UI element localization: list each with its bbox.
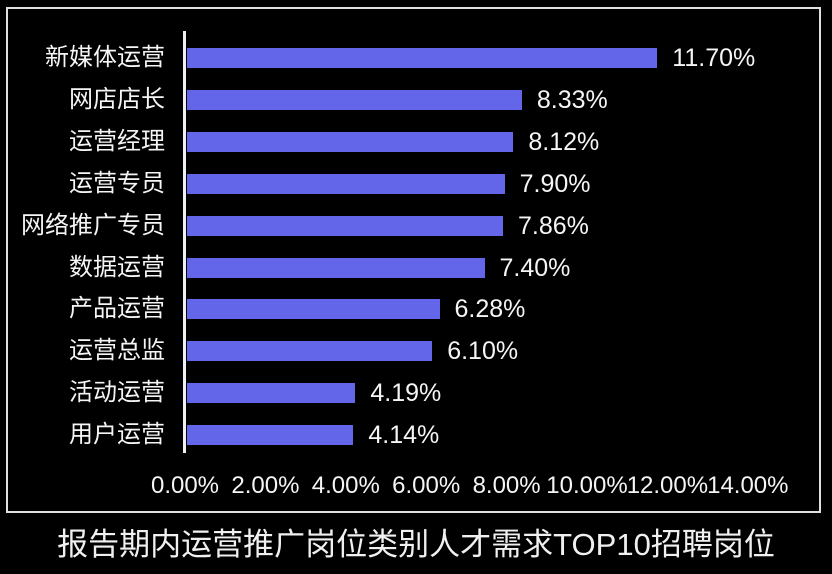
bar [187,299,440,320]
category-label: 运营总监 [69,337,165,365]
bar [187,215,503,236]
category-label: 活动运营 [69,379,165,407]
x-axis-tick-label: 2.00% [231,472,300,499]
bar [187,89,522,110]
value-label: 7.90% [519,169,591,198]
category-label: 产品运营 [69,295,165,323]
x-axis-tick-label: 6.00% [392,472,461,499]
bar [187,257,485,278]
bar [187,341,433,362]
x-axis-tick-label: 14.00% [707,472,789,499]
category-label: 新媒体运营 [45,44,165,71]
category-label: 网络推广专员 [21,211,165,239]
category-label: 运营经理 [69,127,165,155]
x-axis-tick-label: 10.00% [546,472,628,499]
value-label: 6.28% [454,295,526,324]
x-axis-tick-label: 0.00% [150,472,220,499]
chart-title: 报告期内运营推广岗位类别人才需求TOP10招聘岗位 [57,527,775,562]
x-axis-tick-label: 4.00% [311,472,380,499]
value-label: 4.19% [370,379,442,408]
x-axis-tick-label: 8.00% [472,472,541,499]
chart-frame [6,7,821,513]
bar [187,383,356,404]
value-label: 7.86% [518,211,589,240]
x-axis-tick-label: 12.00% [626,472,709,499]
category-label: 网店店长 [69,85,165,113]
bar [187,425,354,446]
bar [187,173,505,194]
category-label: 运营专员 [69,169,165,197]
value-label: 4.14% [368,421,440,450]
value-label: 6.10% [447,337,519,366]
value-label: 8.12% [528,127,600,156]
category-label: 用户运营 [69,421,165,449]
value-label: 8.33% [536,85,608,114]
value-label: 7.40% [499,253,571,282]
y-axis-line [183,31,186,453]
bar [187,48,658,68]
value-label: 11.70% [672,44,756,72]
bar [187,131,514,152]
category-label: 数据运营 [69,253,165,281]
